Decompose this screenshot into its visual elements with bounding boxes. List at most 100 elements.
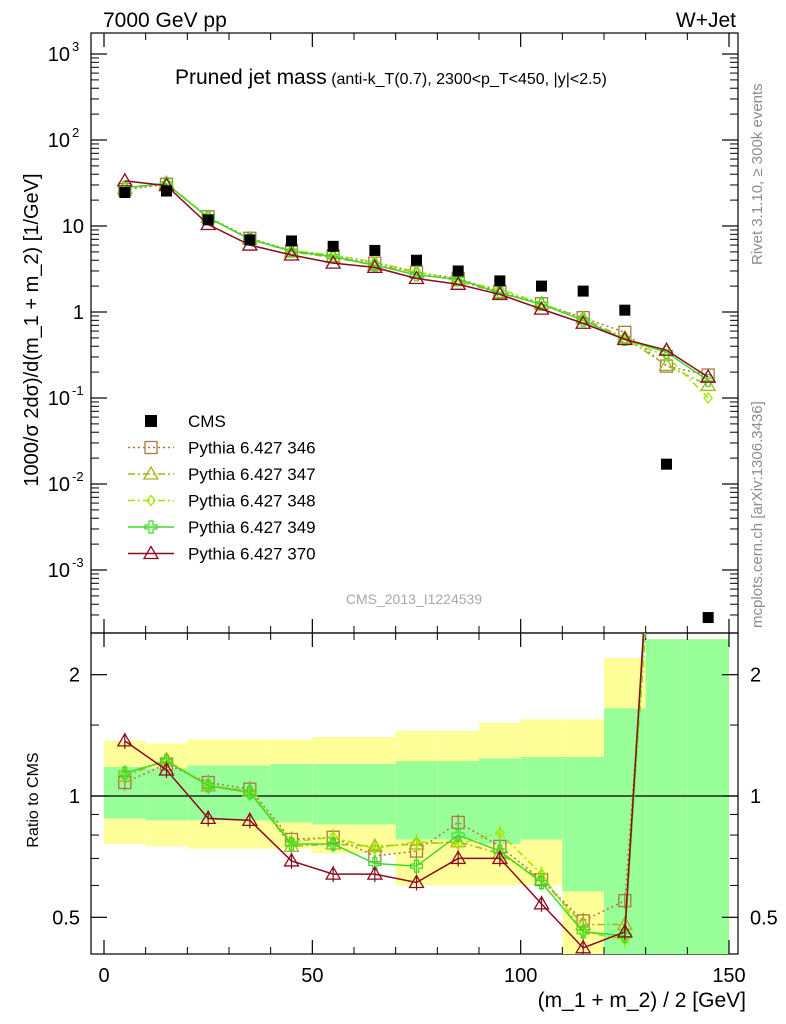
plot-title-main: Pruned jet mass: [175, 66, 327, 89]
y-tick-label: 10: [48, 130, 70, 152]
band-green-10: [520, 756, 563, 840]
main-marker-3: [284, 244, 299, 258]
legend-marker-0: [144, 440, 158, 455]
main-line-0: [124, 183, 709, 376]
ratio-marker-2: [495, 826, 505, 839]
band-green-6: [354, 764, 396, 825]
cms-point: [161, 185, 172, 197]
legend-marker-3: [144, 520, 158, 534]
main-marker-4: [616, 331, 633, 346]
main-panel-frame: [90, 32, 739, 634]
legend-marker-2: [146, 494, 156, 507]
y-tick-label: 10: [48, 474, 70, 496]
y-tick-label: 10: [62, 216, 84, 238]
ratio-marker-3: [576, 925, 590, 939]
y-tick-label: 10: [48, 560, 70, 582]
x-axis-label: (m_1 + m_2) / 2 [GeV]: [538, 989, 746, 1012]
main-marker-4: [450, 275, 467, 290]
main-marker-4: [491, 286, 508, 301]
ratio-marker-4: [450, 850, 467, 865]
main-line-4: [124, 180, 709, 378]
uncertainty-bands: [104, 639, 729, 954]
ratio-marker-4: [116, 732, 133, 747]
ratio-marker-3: [451, 828, 465, 842]
y-tick-exponent: 3: [72, 39, 79, 54]
ratio-line-0: [124, 633, 646, 922]
cms-point: [494, 275, 506, 287]
ratio-marker-3: [284, 837, 299, 851]
main-marker-4: [533, 300, 550, 315]
main-marker-4: [366, 259, 383, 274]
band-green-11: [562, 756, 604, 892]
ratio-marker-3: [534, 875, 549, 890]
x-tick-label: 150: [712, 965, 745, 987]
ratio-marker-3: [326, 837, 340, 851]
main-marker-4: [575, 314, 592, 329]
ratio-marker-4: [366, 865, 383, 880]
main-marker-4: [116, 172, 133, 187]
cms-point: [286, 235, 297, 247]
x-tick-label: 100: [504, 965, 537, 987]
y-tick-exponent: -1: [72, 383, 84, 398]
y-tick-exponent: -2: [72, 469, 84, 484]
header-process: W+Jet: [676, 9, 736, 32]
rivet-label: Rivet 3.1.10, ≥ 300k events: [749, 83, 766, 265]
legend-cms-marker: [145, 415, 157, 427]
cms-point: [536, 280, 547, 292]
band-green-7: [395, 761, 438, 840]
ratio-marker-2: [453, 837, 463, 851]
ratio-marker-4: [158, 761, 175, 776]
main-marker-4: [658, 341, 675, 356]
ratio-marker-4: [408, 874, 425, 889]
cms-point: [327, 240, 339, 252]
ratio-tick-label-right: 1: [750, 786, 761, 808]
band-green-12: [604, 708, 646, 954]
legend-label: CMS: [188, 412, 226, 431]
ratio-marker-4: [325, 865, 342, 880]
ratio-marker-3: [118, 766, 132, 780]
x-tick-label: 50: [301, 965, 323, 987]
ratio-marker-3: [201, 779, 215, 793]
main-marker-2: [703, 391, 713, 405]
ratio-marker-4: [575, 939, 592, 954]
main-marker-2: [411, 265, 422, 278]
header-energy: 7000 GeV pp: [103, 9, 227, 32]
band-green-4: [270, 764, 313, 823]
legend-label: Pythia 6.427 348: [188, 492, 316, 511]
x-tick-label: 0: [98, 965, 109, 987]
ratio-marker-4: [533, 895, 550, 910]
band-green-14: [687, 639, 729, 954]
plot-title-detail: (anti-k_T(0.7), 2300<p_T<450, |y|<2.5): [331, 71, 607, 88]
ratio-marker-4: [491, 850, 508, 865]
main-marker-3: [409, 268, 424, 282]
y-tick-label: 10: [48, 44, 70, 66]
y-tick-exponent: -3: [72, 555, 84, 570]
main-marker-4: [700, 368, 717, 383]
plot-title: Pruned jet mass (anti-k_T(0.7), 2300<p_T…: [175, 66, 607, 89]
main-marker-1: [700, 377, 717, 392]
legend-label: Pythia 6.427 370: [188, 545, 316, 564]
ratio-marker-4: [200, 810, 217, 825]
y-tick-label: 1: [73, 302, 84, 324]
legend-marker-4: [142, 545, 160, 560]
ratio-tick-label: 2: [69, 665, 80, 687]
main-marker-2: [536, 297, 547, 310]
ratio-marker-2: [411, 835, 422, 848]
main-line-3: [124, 182, 709, 382]
legend: CMS Pythia 6.427 346 Pythia 6.427 347 Pythi…: [128, 412, 316, 564]
y-tick-label: 10: [48, 388, 70, 410]
main-marker-4: [283, 246, 300, 261]
cms-point: [244, 234, 256, 246]
cms-point: [619, 304, 631, 316]
main-marker-4: [408, 270, 425, 285]
main-marker-4: [325, 254, 342, 269]
ratio-tick-label-right: 0.5: [750, 907, 778, 929]
cms-point: [369, 244, 381, 256]
legend-label: Pythia 6.427 347: [188, 465, 316, 484]
ratio-panel-frame: [90, 632, 739, 955]
main-marker-2: [328, 248, 338, 262]
band-green-13: [645, 639, 688, 954]
main-series-group: [116, 172, 717, 405]
